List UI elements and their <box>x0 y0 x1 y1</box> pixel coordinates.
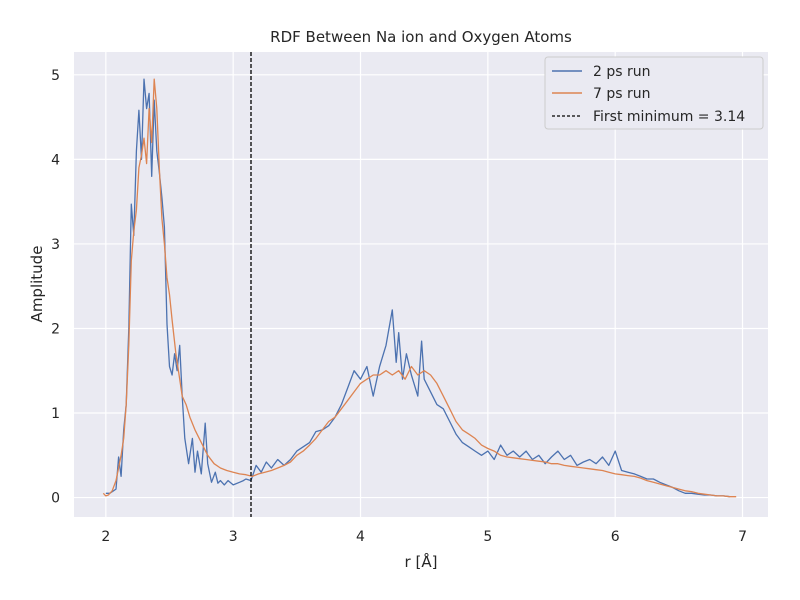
series-line-7ps <box>102 78 737 498</box>
legend-box <box>544 56 764 130</box>
x-axis-label: r [Å] <box>405 552 438 571</box>
x-tick-label: 6 <box>611 529 620 545</box>
grid <box>74 52 768 517</box>
series-lines <box>102 78 737 498</box>
x-tick-label: 3 <box>229 529 238 545</box>
x-tick-labels: 2 3 4 5 6 7 <box>101 529 747 545</box>
y-tick-label: 1 <box>51 406 60 422</box>
x-tick-label: 2 <box>101 529 110 545</box>
series-line-2ps <box>105 78 730 498</box>
x-tick-label: 7 <box>738 529 747 545</box>
y-tick-label: 5 <box>51 68 60 84</box>
legend: 2 ps run 7 ps run First minimum = 3.14 <box>544 56 764 130</box>
x-tick-label: 5 <box>483 529 492 545</box>
legend-label-2ps: 2 ps run <box>593 64 651 80</box>
legend-label-first-minimum: First minimum = 3.14 <box>593 109 745 125</box>
y-tick-label: 0 <box>51 491 60 507</box>
chart-title: RDF Between Na ion and Oxygen Atoms <box>270 28 572 46</box>
y-tick-label: 4 <box>51 152 60 168</box>
y-tick-labels: 0 1 2 3 4 5 <box>51 68 60 507</box>
y-tick-label: 3 <box>51 237 60 253</box>
x-tick-label: 4 <box>356 529 365 545</box>
y-axis-label: Amplitude <box>28 246 46 323</box>
legend-label-7ps: 7 ps run <box>593 86 651 102</box>
y-tick-label: 2 <box>51 321 60 337</box>
